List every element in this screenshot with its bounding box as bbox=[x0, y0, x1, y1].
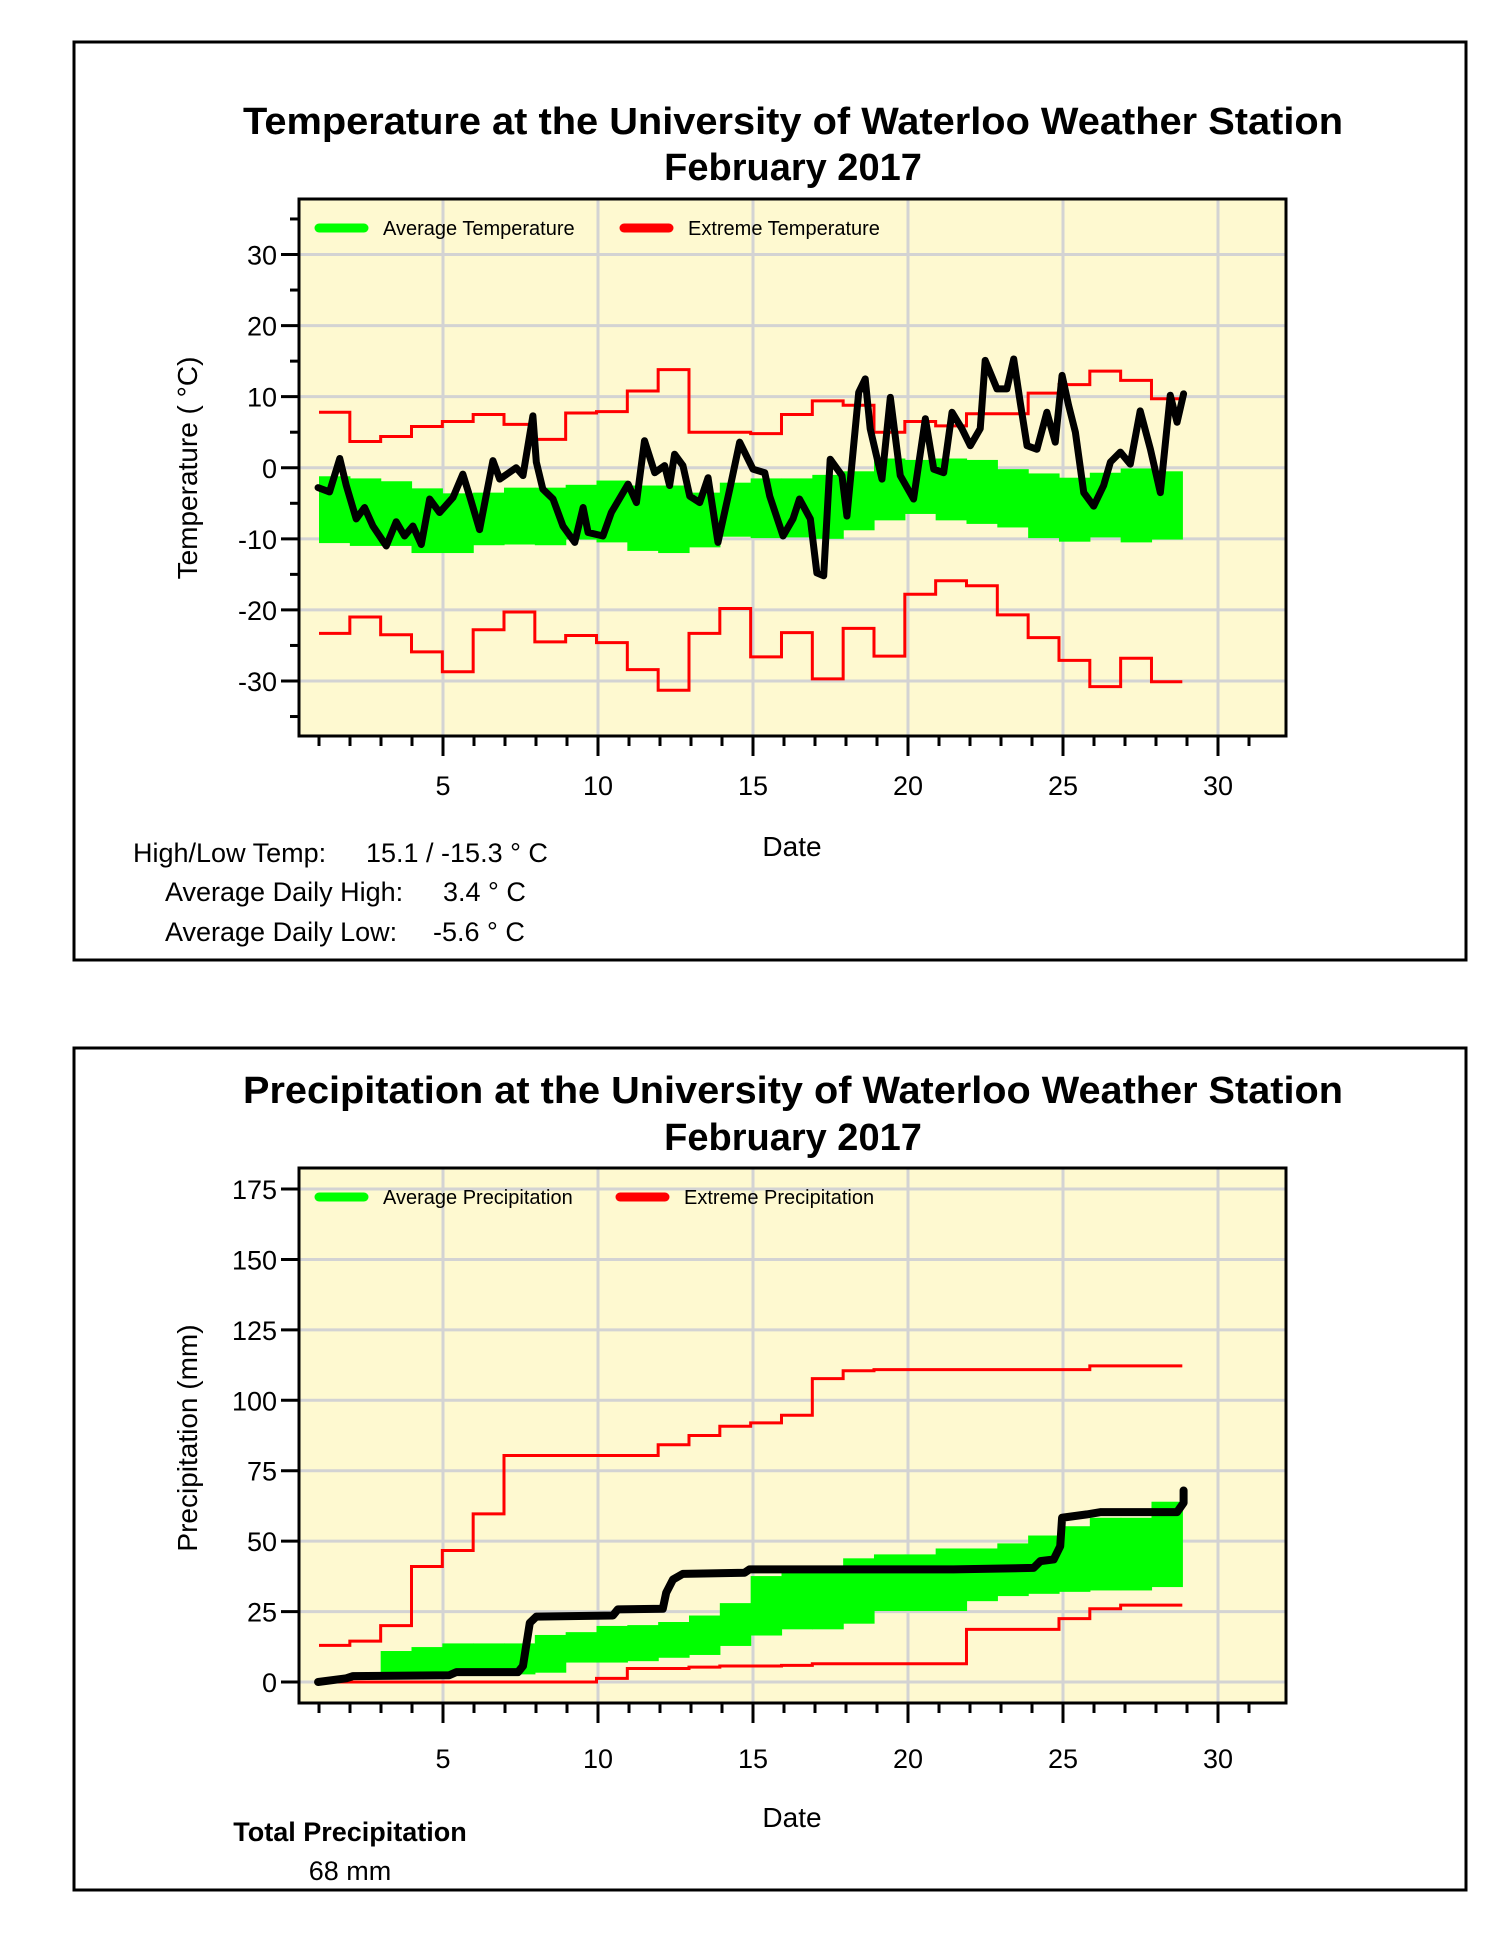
temperature-panel: Temperature at the University of Waterlo… bbox=[72, 40, 1468, 962]
avg-daily-low-value: -5.6 ° C bbox=[433, 917, 525, 947]
y-tick-label: -30 bbox=[238, 667, 277, 697]
average-band-segment bbox=[781, 1572, 813, 1630]
average-band-segment bbox=[750, 1576, 783, 1636]
average-band-segment bbox=[997, 469, 1029, 528]
total-precipitation-label: Total Precipitation bbox=[233, 1817, 467, 1847]
y-tick-label: 175 bbox=[232, 1175, 277, 1205]
y-tick-label: 100 bbox=[232, 1386, 277, 1416]
observed-temperature-line bbox=[314, 355, 1188, 580]
y-tick-label: 25 bbox=[247, 1598, 277, 1628]
average-band-segment bbox=[473, 1643, 505, 1673]
legend-label-average: Average Precipitation bbox=[383, 1187, 573, 1209]
y-tick-label: -20 bbox=[238, 596, 277, 626]
high-low-temp-value: 15.1 / -15.3 ° C bbox=[366, 838, 548, 868]
y-tick-label: 30 bbox=[247, 241, 277, 271]
average-band-segment bbox=[565, 1632, 598, 1663]
average-band-segment bbox=[1028, 473, 1060, 539]
temperature-chart-title: Temperature at the University of Waterlo… bbox=[243, 101, 1343, 143]
x-tick-label: 15 bbox=[738, 771, 768, 801]
avg-daily-high-value: 3.4 ° C bbox=[443, 877, 526, 907]
x-tick-label: 30 bbox=[1203, 1744, 1233, 1774]
average-band-segment bbox=[658, 485, 690, 554]
precipitation-chart-title: Precipitation at the University of Water… bbox=[243, 1070, 1343, 1112]
temperature-x-axis-label: Date bbox=[762, 831, 821, 862]
x-tick-label: 10 bbox=[583, 771, 613, 801]
y-tick-label: 20 bbox=[247, 312, 277, 342]
average-band-segment bbox=[812, 1572, 844, 1630]
temperature-chart-subtitle: February 2017 bbox=[664, 147, 922, 189]
y-tick-label: 50 bbox=[247, 1527, 277, 1557]
x-tick-label: 10 bbox=[583, 1744, 613, 1774]
average-band-segment bbox=[873, 1554, 906, 1612]
average-band-segment bbox=[935, 458, 968, 521]
y-tick-label: 0 bbox=[262, 454, 277, 484]
average-band-segment bbox=[503, 487, 536, 545]
precipitation-chart-subtitle: February 2017 bbox=[664, 1117, 922, 1159]
y-tick-label: 75 bbox=[247, 1457, 277, 1487]
average-band-segment bbox=[411, 1647, 443, 1673]
average-band-segment bbox=[904, 1554, 937, 1612]
y-tick-label: 150 bbox=[232, 1245, 277, 1275]
precipitation-x-axis-label: Date bbox=[762, 1802, 821, 1833]
x-tick-label: 15 bbox=[738, 1744, 768, 1774]
y-tick-label: 0 bbox=[262, 1668, 277, 1698]
total-precipitation-value: 68 mm bbox=[309, 1856, 392, 1886]
average-band-segment bbox=[688, 1615, 721, 1655]
average-band-segment bbox=[935, 1548, 968, 1612]
average-band-segment bbox=[596, 1625, 628, 1663]
precipitation-plot-frame bbox=[297, 1166, 1288, 1705]
legend-label-extreme: Extreme Precipitation bbox=[684, 1187, 874, 1209]
x-tick-label: 25 bbox=[1048, 1744, 1078, 1774]
average-band-segment bbox=[966, 459, 998, 524]
precipitation-panel: Precipitation at the University of Water… bbox=[72, 1046, 1468, 1892]
x-tick-label: 30 bbox=[1203, 771, 1233, 801]
extreme-high-line bbox=[319, 1364, 1183, 1647]
average-band-segment bbox=[1089, 1517, 1122, 1591]
x-tick-label: 20 bbox=[893, 771, 923, 801]
extreme-low-line bbox=[319, 579, 1183, 692]
avg-daily-high-label: Average Daily High: bbox=[165, 877, 403, 907]
observed-precipitation-line bbox=[314, 1486, 1188, 1686]
precipitation-y-axis-label: Precipitation (mm) bbox=[172, 1324, 203, 1551]
average-band-segment bbox=[442, 1643, 474, 1673]
average-band-segment bbox=[1120, 1517, 1153, 1591]
precipitation-plot: 0 25 50 75 100 125 150 175 5 10 15 20 25 30 Average Pr… bbox=[232, 1166, 1288, 1774]
temperature-y-axis-label: Temperature ( °C) bbox=[172, 357, 203, 580]
x-tick-label: 5 bbox=[435, 771, 450, 801]
legend-label-average: Average Temperature bbox=[383, 218, 575, 240]
x-tick-label: 20 bbox=[893, 1744, 923, 1774]
y-tick-label: 125 bbox=[232, 1316, 277, 1346]
temperature-plot: -30 -20 -10 0 10 20 30 5 10 15 20 25 30 Average Tempe… bbox=[238, 197, 1288, 801]
extreme-high-line bbox=[319, 368, 1183, 443]
high-low-temp-label: High/Low Temp: bbox=[133, 838, 326, 868]
average-band-segment bbox=[534, 1634, 567, 1673]
average-band-segment bbox=[658, 1621, 690, 1658]
y-tick-label: 10 bbox=[247, 383, 277, 413]
average-band-segment bbox=[380, 1651, 413, 1673]
average-band-segment bbox=[627, 1625, 659, 1662]
x-tick-label: 5 bbox=[435, 1744, 450, 1774]
avg-daily-low-label: Average Daily Low: bbox=[165, 917, 397, 947]
average-band-segment bbox=[966, 1548, 998, 1602]
y-tick-label: -10 bbox=[238, 525, 277, 555]
extreme-low-line bbox=[319, 1603, 1183, 1684]
average-band-segment bbox=[719, 1603, 752, 1646]
legend-label-extreme: Extreme Temperature bbox=[688, 218, 880, 240]
average-band-segment bbox=[1120, 468, 1153, 543]
x-tick-label: 25 bbox=[1048, 771, 1078, 801]
